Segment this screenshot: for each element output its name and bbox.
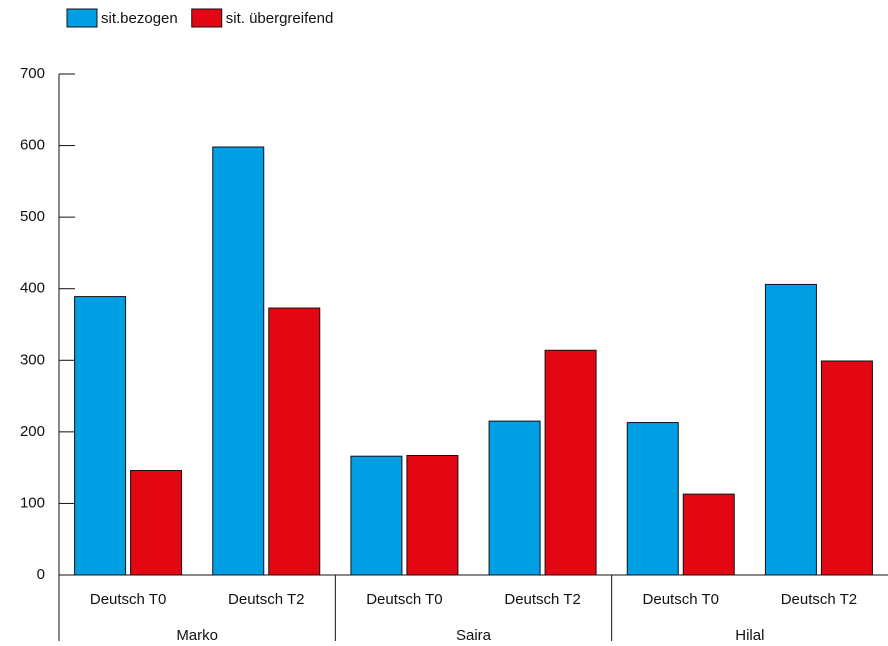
x-tick-label: Deutsch T0 (90, 591, 166, 608)
bar (544, 349, 597, 576)
y-tick-label: 400 (20, 280, 45, 297)
legend-label: sit. übergreifend (226, 10, 334, 27)
group-label: Hilal (735, 627, 764, 644)
group-label: Marko (176, 627, 218, 644)
y-tick-label: 300 (20, 351, 45, 368)
x-tick-label: Deutsch T0 (643, 591, 719, 608)
legend-swatch (191, 8, 223, 28)
x-tick-label: Deutsch T2 (228, 591, 304, 608)
bar (764, 283, 817, 576)
bar (268, 307, 321, 576)
x-tick-label: Deutsch T0 (366, 591, 442, 608)
x-tick-label: Deutsch T2 (504, 591, 580, 608)
y-tick-label: 700 (20, 65, 45, 82)
bar (406, 454, 459, 576)
y-tick-label: 500 (20, 208, 45, 225)
group-label: Saira (456, 627, 492, 644)
y-tick-label: 0 (37, 566, 45, 583)
bar (212, 146, 265, 576)
legend-label: sit.bezogen (101, 10, 178, 27)
y-tick-label: 600 (20, 137, 45, 154)
x-tick-label: Deutsch T2 (781, 591, 857, 608)
y-tick-label: 100 (20, 494, 45, 511)
legend-swatch (66, 8, 98, 28)
bar (820, 360, 873, 576)
y-tick-label: 200 (20, 423, 45, 440)
bar (130, 470, 183, 576)
bar (626, 422, 679, 576)
bar (350, 455, 403, 576)
bar (74, 296, 127, 576)
bar (488, 420, 541, 576)
bar (682, 493, 735, 576)
